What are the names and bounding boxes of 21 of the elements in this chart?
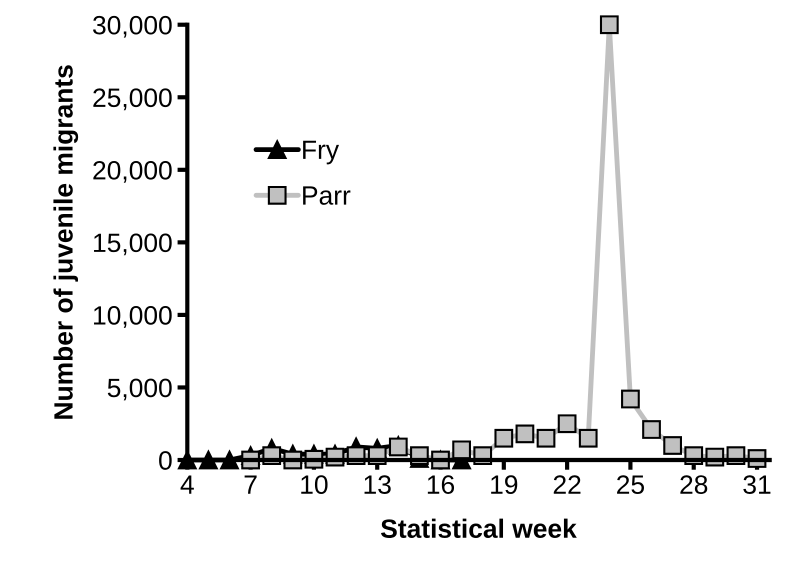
x-tick-label: 10	[301, 475, 328, 494]
x-tick-label: 28	[680, 475, 708, 494]
legend-label: Fry	[303, 140, 340, 164]
x-tick-label: 16	[428, 475, 454, 494]
y-tick-label: 0	[159, 451, 172, 470]
legend-label: Parr	[303, 186, 350, 205]
y-tick-label: 15,000	[94, 233, 172, 256]
x-tick-label: 25	[617, 475, 644, 494]
x-tick-label: 31	[743, 475, 770, 494]
x-axis-title: Statistical week	[380, 518, 577, 538]
x-tick-label: 7	[244, 476, 257, 494]
y-tick-label: 10,000	[94, 306, 172, 328]
x-tick-label: 13	[364, 475, 391, 494]
y-tick-label: 25,000	[93, 88, 172, 110]
y-tick-label: 5,000	[108, 378, 172, 400]
x-tick-label: 22	[554, 475, 580, 494]
y-tick-label: 30,000	[93, 16, 172, 38]
x-tick-label: 4	[180, 476, 194, 494]
x-tick-label: 19	[491, 475, 518, 494]
y-tick-label: 20,000	[93, 160, 172, 183]
y-axis-title: Number of juvenile migrants	[53, 65, 78, 419]
